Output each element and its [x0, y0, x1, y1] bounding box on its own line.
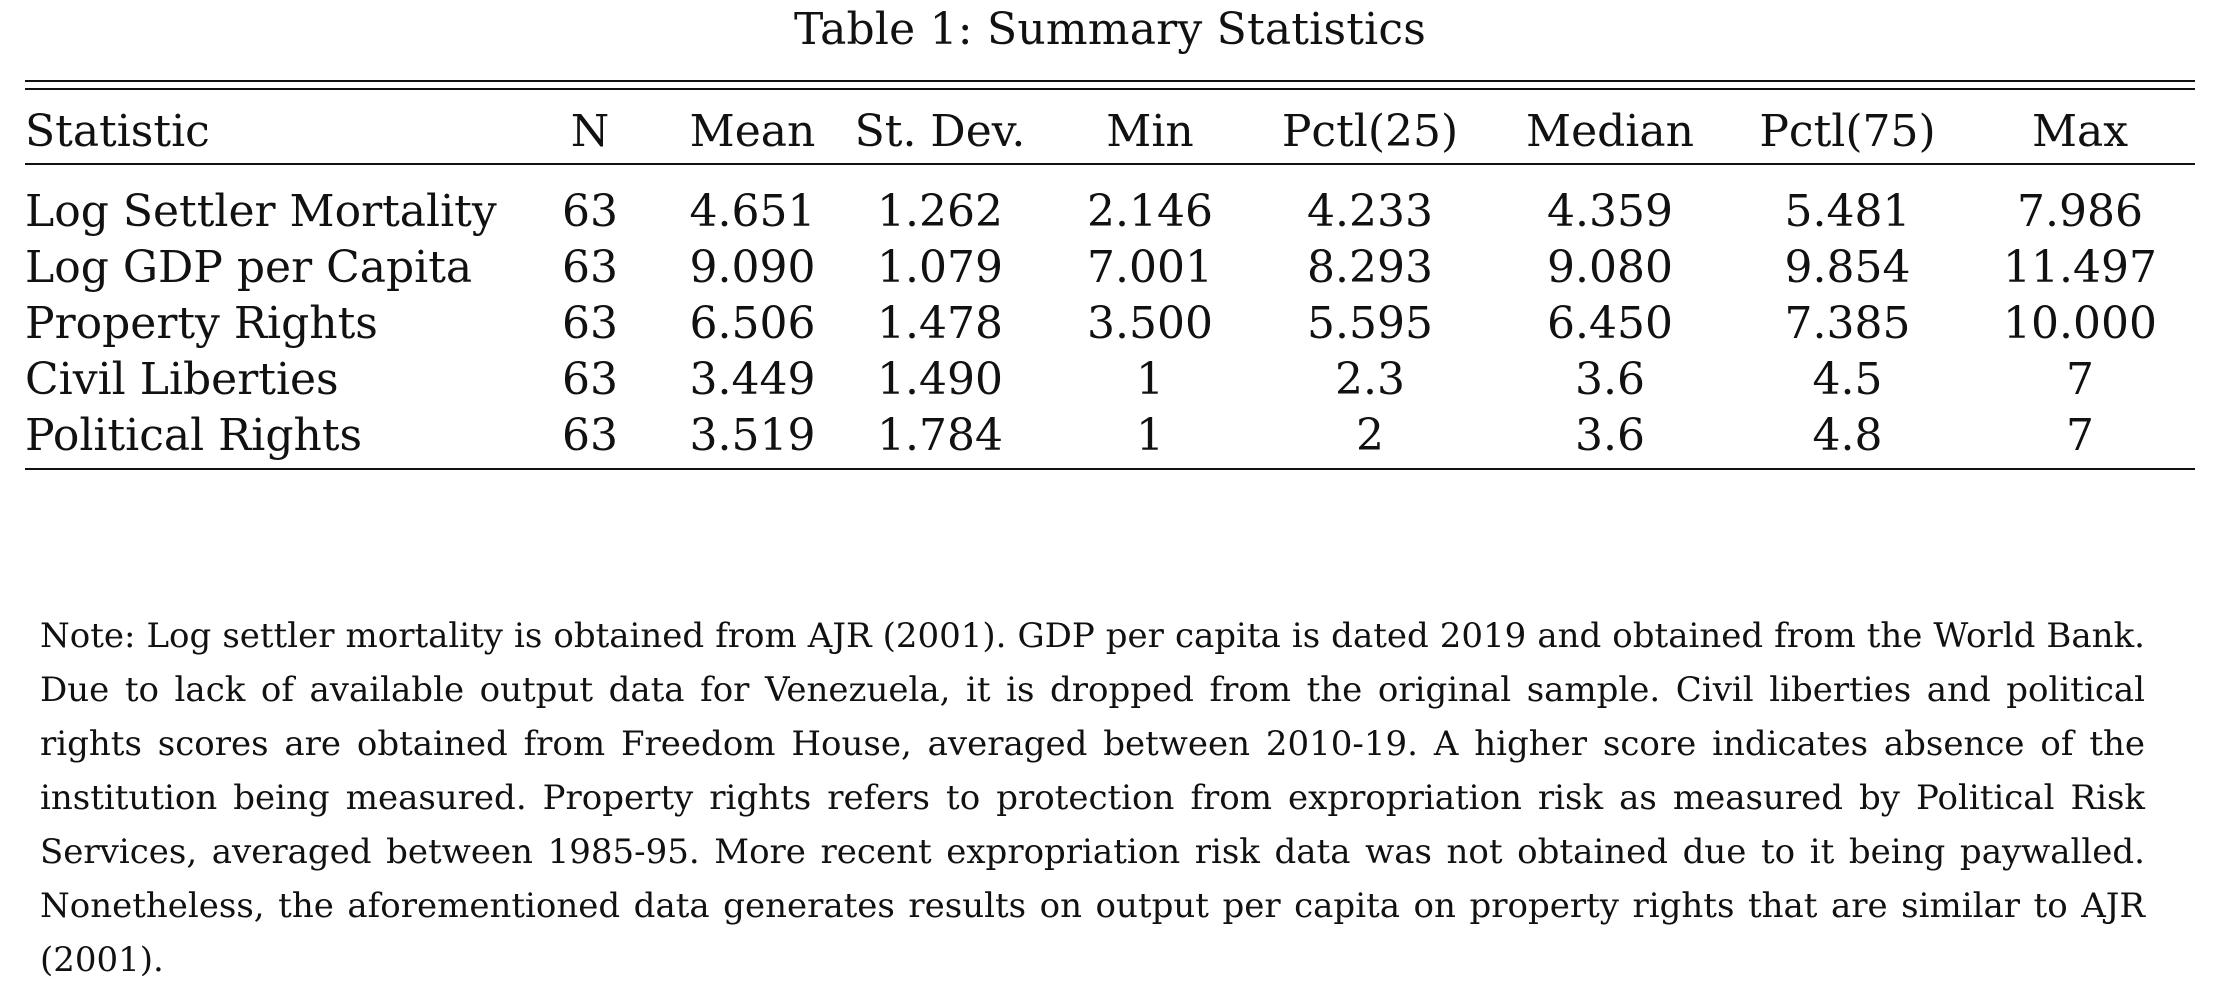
table-cell: 7.385 [1784, 298, 1911, 349]
column-header: N [570, 106, 610, 157]
table-cell: 7 [2066, 354, 2094, 405]
bottom-rule [25, 468, 2195, 470]
table-cell: 3.6 [1575, 410, 1645, 461]
table-cell: 1.490 [877, 354, 1003, 405]
table-cell: 1 [1136, 354, 1164, 405]
row-label: Civil Liberties [25, 354, 339, 405]
column-header: Pctl(75) [1759, 106, 1936, 157]
row-label: Log GDP per Capita [25, 242, 473, 293]
top-double-rule-lower [25, 88, 2195, 90]
table-row: Log GDP per Capita 63 9.090 1.079 7.001 … [25, 240, 2195, 296]
column-header: St. Dev. [854, 106, 1026, 157]
table-row: Civil Liberties 63 3.449 1.490 1 2.3 3.6… [25, 352, 2195, 408]
summary-statistics-table: Statistic N Mean St. Dev. Min Pctl(25) M… [25, 100, 2195, 464]
table-cell: 1.262 [877, 186, 1003, 237]
column-header: Median [1526, 106, 1694, 157]
table-cell: 4.359 [1547, 186, 1673, 237]
table-cell: 1.478 [877, 298, 1003, 349]
table-cell: 4.651 [689, 186, 816, 237]
table-title: Table 1: Summary Statistics [793, 4, 1427, 55]
table-cell: 3.519 [689, 410, 816, 461]
table-row: Log Settler Mortality 63 4.651 1.262 2.1… [25, 168, 2195, 240]
table-cell: 63 [562, 242, 618, 293]
table-cell: 9.090 [689, 242, 816, 293]
table-cell: 63 [562, 298, 618, 349]
table-cell: 2.146 [1087, 186, 1213, 237]
table-cell: 11.497 [2003, 242, 2157, 293]
row-label: Political Rights [25, 410, 363, 461]
table-cell: 2.3 [1335, 354, 1405, 405]
row-label: Property Rights [25, 298, 378, 349]
header-row: Statistic N Mean St. Dev. Min Pctl(25) M… [25, 100, 2195, 168]
column-header: Pctl(25) [1281, 106, 1459, 157]
table-cell: 9.080 [1547, 242, 1673, 293]
table-cell: 2 [1356, 410, 1384, 461]
table-cell: 4.8 [1812, 410, 1883, 461]
table-cell: 3.449 [689, 354, 816, 405]
table-note: Note: Log settler mortality is obtained … [40, 616, 2145, 980]
table-cell: 6.450 [1547, 298, 1673, 349]
table-cell: 7.001 [1087, 242, 1213, 293]
table-cell: 63 [562, 186, 618, 237]
table-cell: 1.784 [877, 410, 1003, 461]
table-cell: 7.986 [2017, 186, 2143, 237]
table-cell: 1.079 [877, 242, 1003, 293]
table-cell: 4.233 [1307, 186, 1433, 237]
column-header: Max [2031, 106, 2129, 157]
row-label: Log Settler Mortality [25, 186, 497, 237]
table-cell: 1 [1136, 410, 1164, 461]
table-cell: 5.595 [1307, 298, 1433, 349]
table-cell: 3.6 [1575, 354, 1645, 405]
table-cell: 7 [2066, 410, 2094, 461]
table-row: Property Rights 63 6.506 1.478 3.500 5.5… [25, 296, 2195, 352]
table-cell: 3.500 [1087, 298, 1213, 349]
column-header: Mean [689, 106, 816, 157]
header-rule [25, 163, 2195, 165]
top-double-rule-upper [25, 80, 2195, 82]
table-row: Political Rights 63 3.519 1.784 1 2 3.6 … [25, 408, 2195, 464]
table-cell: 5.481 [1784, 186, 1911, 237]
table-cell: 9.854 [1784, 242, 1911, 293]
table-cell: 4.5 [1812, 354, 1883, 405]
table-cell: 63 [562, 410, 618, 461]
table-cell: 8.293 [1307, 242, 1433, 293]
column-header: Statistic [25, 106, 210, 157]
table-cell: 6.506 [689, 298, 816, 349]
table-cell: 63 [562, 354, 618, 405]
column-header: Min [1106, 106, 1194, 157]
table-cell: 10.000 [2003, 298, 2157, 349]
